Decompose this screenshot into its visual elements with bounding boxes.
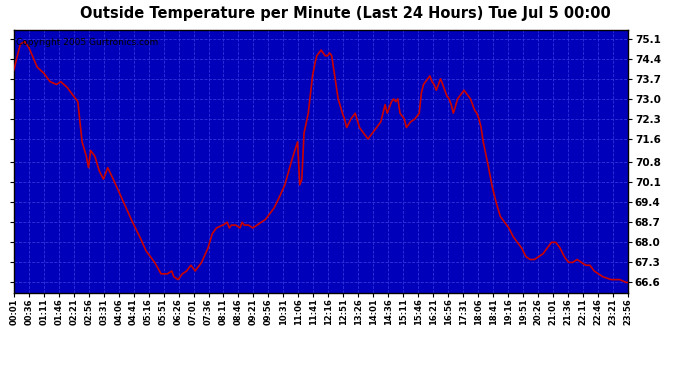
Text: Copyright 2005 Gurtronics.com: Copyright 2005 Gurtronics.com [17, 38, 159, 47]
Text: Outside Temperature per Minute (Last 24 Hours) Tue Jul 5 00:00: Outside Temperature per Minute (Last 24 … [79, 6, 611, 21]
